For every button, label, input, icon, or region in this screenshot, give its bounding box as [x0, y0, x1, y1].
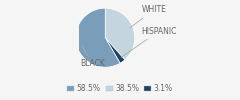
- Text: BLACK: BLACK: [80, 46, 105, 68]
- Legend: 58.5%, 38.5%, 3.1%: 58.5%, 38.5%, 3.1%: [64, 81, 176, 96]
- Text: HISPANIC: HISPANIC: [121, 27, 177, 57]
- Wedge shape: [105, 38, 125, 63]
- Wedge shape: [76, 8, 120, 67]
- Text: WHITE: WHITE: [130, 5, 166, 28]
- Wedge shape: [105, 8, 135, 60]
